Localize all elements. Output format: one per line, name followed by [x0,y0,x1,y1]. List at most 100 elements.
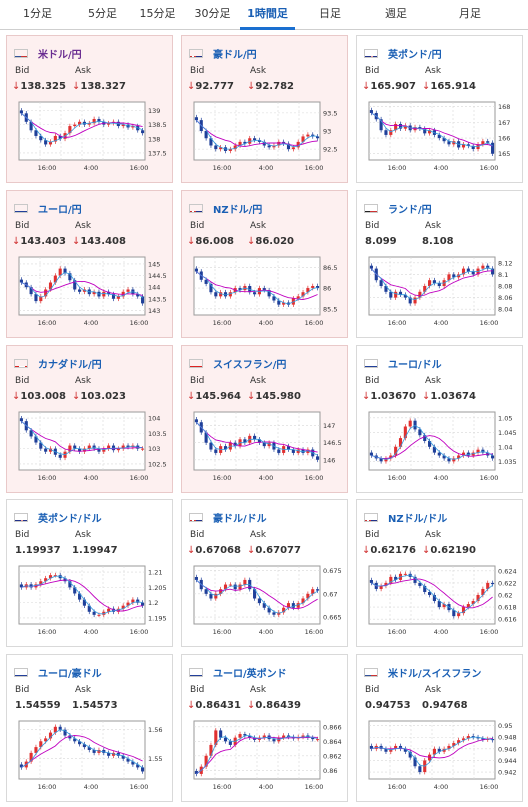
pair-link[interactable]: 豪ドル/ドル [213,513,267,525]
moving-average-line [371,268,493,297]
candle-body [102,750,106,753]
down-arrow-icon: ↓ [72,236,81,247]
candle-body [316,286,320,289]
gb-us-flag-icon [14,512,28,522]
candle-body [116,752,120,756]
rate-card[interactable]: ユーロ/円 Bid Ask ↓143.403 ↓143.408 145 144.5 144 14… [6,190,173,338]
ask-number: 8.108 [422,236,454,247]
y-tick-label: 139 [148,107,160,115]
candlestick-chart[interactable]: 139 138.5 138 137.5 16:00 4:00 16:00 [7,96,172,178]
candle-body [97,614,101,616]
pair-link[interactable]: NZドル/ドル [388,513,448,525]
pair-link[interactable]: 豪ドル/円 [213,49,257,61]
rate-card[interactable]: NZドル/円 Bid Ask ↓86.008 ↓86.020 86.5 86 85.5 16:0… [181,190,348,338]
candlestick-chart[interactable]: 0.624 0.622 0.62 0.618 0.616 16:00 4:00 16:00 [357,560,522,642]
y-tick-label: 8.08 [498,283,512,291]
tab-3[interactable]: 30分足 [194,7,231,20]
candlestick-chart[interactable]: 147 146.5 146 16:00 4:00 16:00 [182,406,347,488]
candlestick-chart[interactable]: 1.56 1.55 16:00 4:00 16:00 [7,715,172,797]
candlestick-chart[interactable]: 0.866 0.864 0.862 0.86 16:00 4:00 16:00 [182,715,347,797]
pair-link[interactable]: ユーロ/英ポンド [213,668,287,680]
pair-link[interactable]: 米ドル/スイスフラン [388,668,482,680]
candlestick-chart[interactable]: 1.05 1.045 1.04 1.035 16:00 4:00 16:00 [357,406,522,488]
ask-number: 86.020 [255,236,294,247]
x-tick-label: 4:00 [434,783,449,791]
candlestick-chart[interactable]: 168 167 166 165 16:00 4:00 16:00 [357,96,522,178]
candlestick-chart[interactable]: 0.95 0.948 0.946 0.944 0.942 16:00 4:00 16:00 [357,715,522,797]
candlestick-chart[interactable]: 86.5 86 85.5 16:00 4:00 16:00 [182,251,347,333]
candle-body [311,589,315,594]
y-tick-label: 143 [148,307,160,315]
candle-body [394,291,398,298]
y-tick-label: 93 [323,128,331,136]
pair-link[interactable]: ユーロ/円 [38,204,82,216]
bid-number: 143.403 [20,236,66,247]
rate-card[interactable]: スイスフラン/円 Bid Ask ↓145.964 ↓145.980 147 146.5 14… [181,345,348,493]
rate-card[interactable]: カナダドル/円 Bid Ask ↓103.008 ↓103.023 104 103.5 103… [6,345,173,493]
bid-value: ↓0.67068 [187,545,241,556]
candle-body [403,748,407,752]
x-tick-label: 16:00 [305,474,324,482]
pair-link[interactable]: 英ポンド/ドル [38,513,102,525]
candle-body [141,602,145,606]
candle-body [423,286,427,292]
candle-body [111,752,116,756]
y-tick-label: 147 [323,422,335,430]
y-tick-label: 0.864 [323,738,342,746]
moving-average-line [371,112,493,147]
x-tick-label: 16:00 [305,319,324,327]
ask-label: Ask [425,376,442,386]
tab-6[interactable]: 週足 [385,7,407,20]
ask-label: Ask [425,530,442,540]
candle-body [136,764,140,768]
candlestick-chart[interactable]: 0.675 0.67 0.665 16:00 4:00 16:00 [182,560,347,642]
ask-number: 92.782 [255,81,294,92]
pair-link[interactable]: カナダドル/円 [38,359,102,371]
tab-7[interactable]: 月足 [459,7,481,20]
rate-card[interactable]: 英ポンド/ドル Bid Ask 1.19937 1.19947 1.21 1.205 1.2 1… [6,499,173,647]
moving-average-line [196,421,318,453]
pair-link[interactable]: 米ドル/円 [38,49,82,61]
candlestick-chart[interactable]: 1.21 1.205 1.2 1.195 16:00 4:00 16:00 [7,560,172,642]
tab-4[interactable]: 1時間足 [240,0,295,30]
candle-body [58,575,62,579]
ask-label: Ask [75,530,92,540]
rate-card[interactable]: 英ポンド/円 Bid Ask ↓165.907 ↓165.914 168 167 166 165… [356,35,523,183]
rate-card[interactable]: ユーロ/豪ドル Bid Ask 1.54559 1.54573 1.56 1.55 16:00… [6,654,173,802]
down-arrow-icon: ↓ [362,545,371,556]
candle-body [48,448,53,452]
candle-body [461,268,466,275]
tab-2[interactable]: 15分足 [139,7,176,20]
tab-0[interactable]: 1分足 [23,7,52,20]
pair-link[interactable]: 英ポンド/円 [388,49,442,61]
candlestick-chart[interactable]: 145 144.5 144 143.5 143 16:00 4:00 16:00 [7,251,172,333]
rate-card[interactable]: 米ドル/円 Bid Ask ↓138.325 ↓138.327 139 138.5 138 13… [6,35,173,183]
tab-1[interactable]: 5分足 [88,7,117,20]
bid-label: Bid [365,221,380,231]
candle-body [97,448,101,452]
pair-link[interactable]: ランド/円 [388,204,432,216]
rate-card[interactable]: 米ドル/スイスフラン Bid Ask 0.94753 0.94768 0.95 0.948 0… [356,654,523,802]
y-tick-label: 167 [498,119,510,127]
rate-card[interactable]: ユーロ/ドル Bid Ask ↓1.03670 ↓1.03674 1.05 1.045 1.0… [356,345,523,493]
candle-body [272,739,276,742]
tab-5[interactable]: 日足 [319,7,341,20]
candle-body [92,291,96,295]
rate-card[interactable]: ユーロ/英ポンド Bid Ask ↓0.86431 ↓0.86439 0.866 0.864… [181,654,348,802]
candlestick-chart[interactable]: 8.12 8.1 8.08 8.06 8.04 16:00 4:00 16:00 [357,251,522,333]
pair-link[interactable]: ユーロ/豪ドル [38,668,102,680]
candle-body [82,744,86,748]
candle-body [194,771,198,774]
y-tick-label: 0.616 [498,616,517,624]
candlestick-chart[interactable]: 93.5 93 92.5 16:00 4:00 16:00 [182,96,347,178]
pair-link[interactable]: NZドル/円 [213,204,263,216]
candlestick-chart[interactable]: 104 103.5 103 102.5 16:00 4:00 16:00 [7,406,172,488]
rate-card[interactable]: 豪ドル/円 Bid Ask ↓92.777 ↓92.782 93.5 93 92.5 16:00… [181,35,348,183]
pair-link[interactable]: ユーロ/ドル [388,359,442,371]
candle-body [432,748,436,755]
rate-card[interactable]: ランド/円 Bid Ask 8.099 8.108 8.12 8.1 8.08 8.06 8.04… [356,190,523,338]
rate-card[interactable]: 豪ドル/ドル Bid Ask ↓0.67068 ↓0.67077 0.675 0.67 0.6… [181,499,348,647]
rate-card[interactable]: NZドル/ドル Bid Ask ↓0.62176 ↓0.62190 0.624 0.622 0… [356,499,523,647]
candle-body [219,589,223,594]
pair-link[interactable]: スイスフラン/円 [213,359,287,371]
